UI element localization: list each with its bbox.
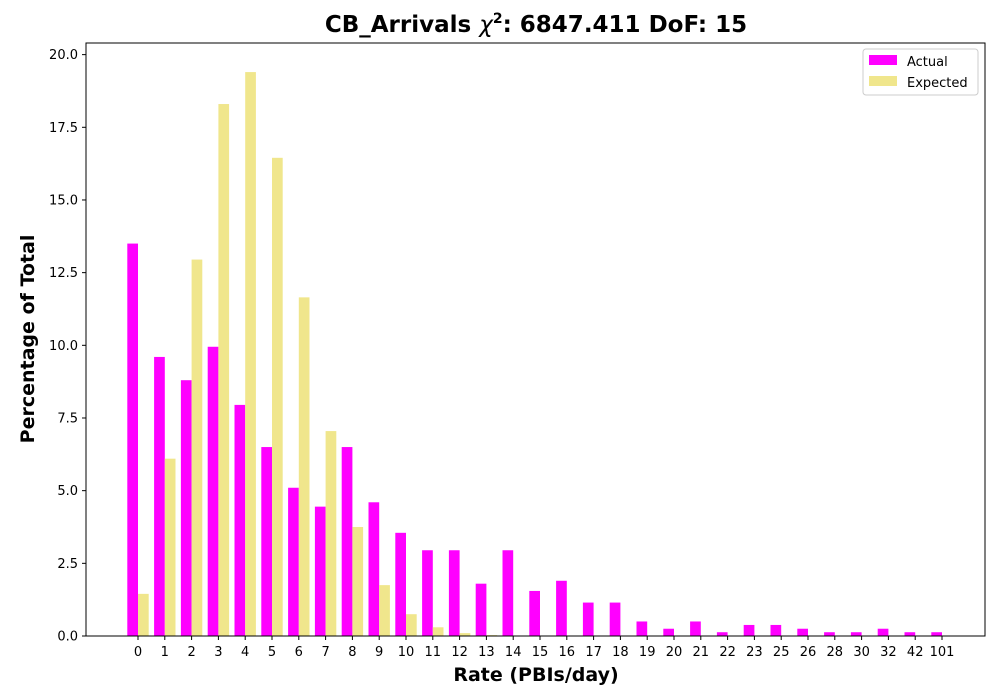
x-tick-label: 1 xyxy=(161,645,169,660)
x-tick-label: 22 xyxy=(719,645,736,660)
bar-expected-3 xyxy=(218,104,230,637)
x-tick-label: 17 xyxy=(585,645,602,660)
bar-actual-16 xyxy=(556,580,567,636)
bar-actual-1 xyxy=(154,356,165,636)
bar-actual-32 xyxy=(877,628,889,636)
y-tick-label: 2.5 xyxy=(57,557,78,572)
x-tick-label: 4 xyxy=(241,645,249,660)
y-axis: 0.0 2.5 5.0 7.5 10.0 12.5 15.0 17.5 20.0 xyxy=(49,48,86,645)
x-tick-label: 8 xyxy=(348,645,356,660)
x-tick-label: 21 xyxy=(693,645,710,660)
x-tick-label: 3 xyxy=(214,645,222,660)
legend-label-expected: Expected xyxy=(907,76,968,91)
y-tick-label: 0.0 xyxy=(57,630,78,645)
bar-actual-15 xyxy=(529,590,540,636)
bar-expected-12 xyxy=(459,633,471,636)
x-tick-label: 18 xyxy=(612,645,629,660)
bar-actual-25 xyxy=(770,624,782,636)
bar-actual-26 xyxy=(797,628,808,636)
legend-swatch-actual xyxy=(869,55,897,65)
bar-actual-13 xyxy=(475,583,487,636)
x-tick-label: 26 xyxy=(800,645,817,660)
bar-actual-0 xyxy=(127,243,138,636)
x-tick-label: 2 xyxy=(187,645,195,660)
bar-expected-2 xyxy=(191,259,203,636)
x-tick-label: 9 xyxy=(375,645,383,660)
bar-expected-6 xyxy=(298,297,310,636)
bar-expected-9 xyxy=(379,585,390,636)
x-tick-label: 32 xyxy=(880,645,897,660)
x-tick-label: 101 xyxy=(930,645,955,660)
x-tick-label: 5 xyxy=(268,645,276,660)
x-tick-label: 23 xyxy=(746,645,763,660)
y-tick-label: 7.5 xyxy=(57,411,78,426)
bar-actual-11 xyxy=(422,550,433,636)
plot-frame xyxy=(85,42,986,637)
legend: Actual Expected xyxy=(862,48,979,96)
bar-actual-3 xyxy=(207,346,219,636)
y-tick-label: 10.0 xyxy=(49,339,78,354)
y-tick-label: 5.0 xyxy=(57,484,78,499)
x-tick-label: 30 xyxy=(853,645,870,660)
x-tick-label: 20 xyxy=(666,645,683,660)
y-tick-label: 17.5 xyxy=(49,121,78,136)
x-tick-label: 14 xyxy=(505,645,522,660)
bar-actual-12 xyxy=(448,550,460,636)
y-tick-label: 15.0 xyxy=(49,193,78,208)
x-tick-label: 11 xyxy=(425,645,442,660)
x-tick-label: 6 xyxy=(295,645,303,660)
bar-expected-5 xyxy=(272,157,283,636)
bar-actual-28 xyxy=(824,632,835,636)
x-tick-label: 25 xyxy=(773,645,790,660)
bar-actual-7 xyxy=(314,506,326,636)
bar-expected-10 xyxy=(406,614,417,636)
x-tick-label: 0 xyxy=(134,645,142,660)
x-tick-label: 12 xyxy=(451,645,468,660)
bar-actual-14 xyxy=(502,550,514,636)
bars xyxy=(127,72,942,637)
y-tick-label: 20.0 xyxy=(49,48,78,63)
bar-actual-21 xyxy=(690,621,701,636)
bar-actual-23 xyxy=(743,624,755,636)
bar-actual-17 xyxy=(582,602,594,636)
x-tick-label: 7 xyxy=(321,645,329,660)
bar-actual-5 xyxy=(261,447,272,636)
y-tick-label: 12.5 xyxy=(49,266,78,281)
bar-expected-11 xyxy=(432,627,444,636)
bar-expected-8 xyxy=(352,526,364,636)
x-tick-label: 10 xyxy=(398,645,415,660)
bar-actual-10 xyxy=(395,532,406,636)
x-axis: 0 1 2 3 4 5 6 7 8 9 10 11 12 13 14 15 16 17 18 19 20 21 22 23 25… xyxy=(134,636,955,660)
bar-actual-42 xyxy=(904,632,916,636)
x-tick-label: 28 xyxy=(827,645,844,660)
bar-expected-7 xyxy=(325,431,337,636)
bar-expected-1 xyxy=(164,458,176,636)
x-tick-label: 15 xyxy=(532,645,549,660)
bar-actual-22 xyxy=(716,632,728,636)
bar-actual-18 xyxy=(609,602,621,636)
chart-title: CB_Arrivals χ2: 6847.411 DoF: 15 xyxy=(325,11,747,38)
bar-actual-2 xyxy=(180,380,192,636)
bar-actual-4 xyxy=(234,404,246,636)
x-axis-label: Rate (PBIs/day) xyxy=(453,664,618,686)
bar-actual-19 xyxy=(636,621,648,636)
bar-actual-9 xyxy=(368,502,380,636)
bar-actual-8 xyxy=(341,447,353,636)
bar-actual-30 xyxy=(850,632,862,636)
legend-label-actual: Actual xyxy=(907,55,948,70)
legend-swatch-expected xyxy=(869,76,897,86)
bar-expected-4 xyxy=(245,72,256,636)
x-tick-label: 19 xyxy=(639,645,656,660)
bar-actual-6 xyxy=(288,487,299,636)
bar-actual-101 xyxy=(931,632,942,636)
y-axis-label: Percentage of Total xyxy=(17,235,39,444)
bar-expected-0 xyxy=(138,593,149,636)
x-tick-label: 16 xyxy=(559,645,576,660)
x-tick-label: 13 xyxy=(478,645,495,660)
x-tick-label: 42 xyxy=(907,645,924,660)
bar-actual-20 xyxy=(663,628,674,636)
